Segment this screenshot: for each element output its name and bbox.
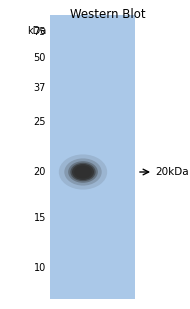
Ellipse shape xyxy=(74,166,92,178)
Text: 75: 75 xyxy=(33,27,46,37)
Text: 50: 50 xyxy=(34,53,46,63)
Text: 10: 10 xyxy=(34,263,46,273)
Text: 20: 20 xyxy=(34,167,46,177)
Text: Western Blot: Western Blot xyxy=(70,8,145,21)
Text: 37: 37 xyxy=(34,83,46,93)
Text: 15: 15 xyxy=(34,213,46,223)
Ellipse shape xyxy=(59,154,107,190)
Ellipse shape xyxy=(68,161,98,183)
Text: kDa: kDa xyxy=(27,26,46,36)
Bar xyxy=(50,15,135,299)
Text: 20kDa: 20kDa xyxy=(155,167,189,177)
Ellipse shape xyxy=(72,164,94,180)
Ellipse shape xyxy=(64,159,102,186)
Ellipse shape xyxy=(70,163,96,181)
Text: 25: 25 xyxy=(33,117,46,127)
